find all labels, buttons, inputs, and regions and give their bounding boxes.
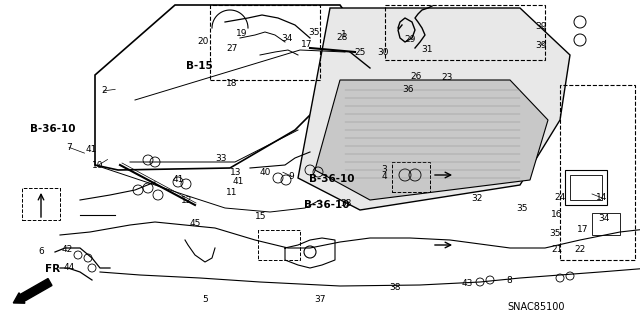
Text: 5: 5 xyxy=(202,295,207,304)
Text: 17: 17 xyxy=(577,225,588,234)
Text: 11: 11 xyxy=(226,188,237,197)
Text: 16: 16 xyxy=(551,210,563,219)
Text: 20: 20 xyxy=(198,37,209,46)
Text: 25: 25 xyxy=(354,48,365,57)
Text: 9: 9 xyxy=(289,172,294,181)
Text: 44: 44 xyxy=(63,263,75,272)
Text: 31: 31 xyxy=(422,45,433,54)
Text: B-36-10: B-36-10 xyxy=(308,174,355,184)
Text: 22: 22 xyxy=(574,245,586,254)
Text: 19: 19 xyxy=(236,29,248,38)
Text: 32: 32 xyxy=(471,194,483,203)
Text: 33: 33 xyxy=(340,199,351,208)
Text: 34: 34 xyxy=(281,34,292,43)
PathPatch shape xyxy=(298,8,570,210)
Text: 39: 39 xyxy=(535,41,547,50)
Text: 17: 17 xyxy=(301,40,313,48)
Text: 35: 35 xyxy=(308,28,319,37)
Text: 15: 15 xyxy=(255,212,267,221)
Text: B-15: B-15 xyxy=(186,61,213,71)
Text: 4: 4 xyxy=(381,172,387,181)
Text: 35: 35 xyxy=(516,204,527,213)
Text: 39: 39 xyxy=(535,22,547,31)
Text: 41: 41 xyxy=(85,145,97,154)
Text: 12: 12 xyxy=(181,197,193,205)
Text: 26: 26 xyxy=(410,72,422,81)
Text: 10: 10 xyxy=(92,161,103,170)
Text: B-36-10: B-36-10 xyxy=(29,124,76,134)
Text: 30: 30 xyxy=(377,48,388,57)
Text: 33: 33 xyxy=(215,154,227,163)
Text: 34: 34 xyxy=(598,214,610,223)
Text: 42: 42 xyxy=(61,245,73,254)
Text: 27: 27 xyxy=(226,44,237,53)
Text: 14: 14 xyxy=(596,193,607,202)
Text: 41: 41 xyxy=(172,175,184,184)
Text: 13: 13 xyxy=(230,168,241,177)
Text: 36: 36 xyxy=(403,85,414,94)
Text: 35: 35 xyxy=(550,229,561,238)
Text: 38: 38 xyxy=(390,283,401,292)
Text: 29: 29 xyxy=(404,35,415,44)
Text: 43: 43 xyxy=(461,279,473,288)
Text: 45: 45 xyxy=(189,219,201,228)
Text: SNAC85100: SNAC85100 xyxy=(508,302,565,312)
Text: 28: 28 xyxy=(337,33,348,42)
FancyArrow shape xyxy=(13,278,52,303)
Text: 3: 3 xyxy=(381,165,387,174)
Text: 40: 40 xyxy=(260,168,271,177)
Text: B-36-10: B-36-10 xyxy=(303,200,349,210)
PathPatch shape xyxy=(315,80,548,200)
Text: 7: 7 xyxy=(67,143,72,152)
Text: FR: FR xyxy=(45,263,60,274)
Text: 8: 8 xyxy=(506,276,511,285)
Text: 23: 23 xyxy=(441,73,452,82)
Text: 1: 1 xyxy=(342,30,347,39)
Text: 6: 6 xyxy=(39,247,44,256)
Text: 21: 21 xyxy=(551,245,563,254)
Text: 2: 2 xyxy=(101,86,106,95)
Text: 18: 18 xyxy=(226,79,237,88)
Text: 41: 41 xyxy=(232,177,244,186)
Text: 37: 37 xyxy=(314,295,326,304)
Text: 24: 24 xyxy=(554,193,566,202)
